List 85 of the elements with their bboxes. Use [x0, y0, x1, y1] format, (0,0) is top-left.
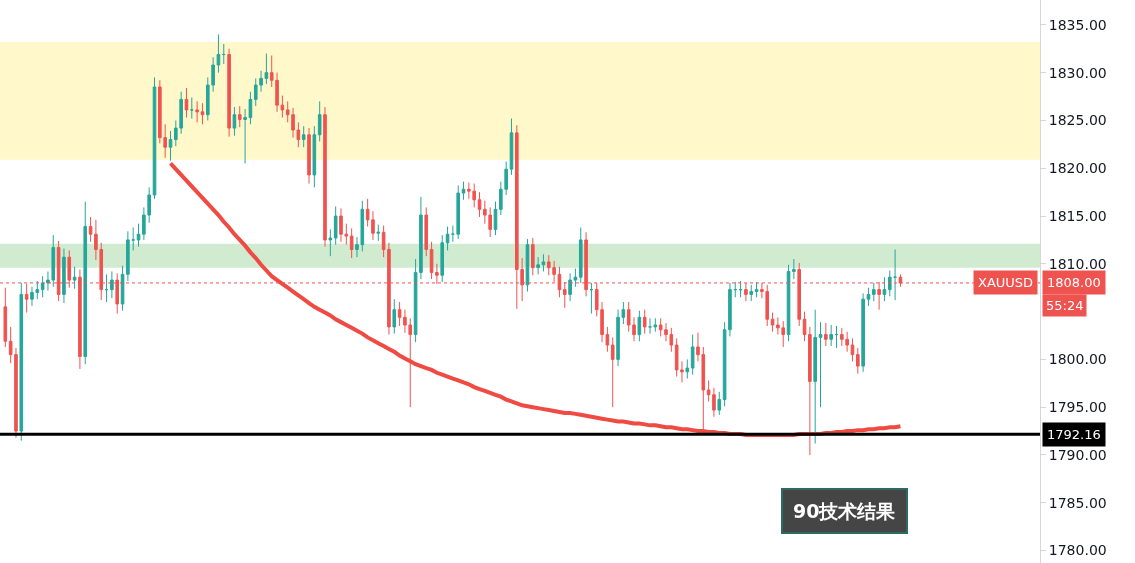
candlestick: [451, 225, 455, 243]
candlestick: [317, 100, 322, 142]
candlestick: [866, 287, 871, 307]
text: XAUUSD: [978, 275, 1034, 290]
y-tick-label: 1835.00: [1048, 16, 1107, 33]
candlestick: [376, 224, 381, 242]
candlestick: [349, 227, 354, 259]
y-tick-label: 1825.00: [1048, 112, 1107, 129]
candlestick: [477, 191, 482, 218]
y-tick-label: 1830.00: [1048, 64, 1107, 81]
candlestick: [307, 127, 311, 185]
candlestick: [445, 226, 450, 251]
candlestick: [221, 43, 226, 65]
y-tick-label: 1790.00: [1048, 446, 1107, 463]
candlestick: [424, 206, 429, 257]
candlestick: [333, 205, 338, 246]
candlestick: [749, 284, 754, 302]
candlestick: [578, 226, 583, 284]
candlestick: [589, 282, 594, 315]
y-tick-label: 1815.00: [1048, 207, 1107, 224]
candlestick: [301, 125, 306, 148]
candlestick: [717, 391, 722, 416]
candlestick: [610, 336, 615, 408]
candlestick: [190, 97, 194, 120]
candlestick: [509, 118, 514, 176]
candlestick: [754, 281, 759, 298]
candlestick: [392, 298, 397, 335]
candlestick: [461, 181, 466, 201]
candlestick: [440, 234, 445, 283]
candlestick: [541, 253, 546, 272]
y-tick-label: 1795.00: [1048, 399, 1107, 416]
candlestick: [733, 281, 738, 298]
candlestick: [83, 201, 88, 365]
candlestick: [856, 347, 860, 375]
candlestick: [738, 280, 743, 298]
candlestick: [3, 287, 8, 348]
candlestick: [72, 266, 77, 290]
candlestick: [131, 226, 136, 251]
candlestick: [227, 48, 231, 138]
candlestick: [493, 201, 498, 236]
candlestick: [323, 106, 327, 248]
candlestick: [882, 276, 887, 302]
candlestick: [328, 228, 333, 257]
candlestick: [808, 326, 812, 456]
candlestick: [637, 310, 642, 342]
candlestick: [40, 275, 45, 298]
y-tick-label: 1785.00: [1048, 494, 1107, 511]
candlestick: [62, 248, 66, 304]
y-tick-label: 1800.00: [1048, 351, 1107, 368]
candlestick: [456, 184, 461, 240]
ref-line-label: 1808.00: [1047, 275, 1101, 290]
candlestick: [237, 105, 242, 128]
candlestick: [834, 325, 839, 349]
candlestick: [168, 130, 173, 162]
annotation: 90技术结果: [793, 500, 897, 522]
candlestick: [824, 322, 828, 347]
candlestick: [690, 334, 695, 376]
candlestick: [110, 270, 114, 299]
y-tick-label: 1820.00: [1048, 160, 1107, 177]
candlestick: [850, 337, 855, 362]
candlestick: [813, 309, 817, 445]
text: 55:24: [1046, 298, 1084, 313]
candlestick: [195, 100, 199, 123]
candlestick: [861, 292, 865, 373]
candlestick: [871, 282, 876, 302]
candlestick: [818, 321, 823, 408]
candlestick: [104, 273, 109, 303]
candlestick: [648, 317, 652, 335]
candlestick: [184, 87, 189, 119]
candlestick: [802, 311, 807, 342]
candlestick: [531, 237, 535, 276]
candlestick: [893, 248, 897, 301]
candlestick: [200, 102, 205, 125]
candlestick: [642, 309, 647, 335]
candlestick: [536, 256, 540, 275]
candlestick: [653, 317, 658, 333]
candlestick: [685, 358, 690, 380]
ref-line-label: 1792.16: [1047, 427, 1101, 442]
y-tick-label: 1780.00: [1048, 542, 1107, 559]
candlestick: [312, 125, 317, 188]
candlestick: [232, 106, 237, 137]
candlestick: [829, 324, 833, 347]
candlestick: [19, 282, 24, 442]
candlestick: [136, 223, 141, 248]
y-tick-label: 1810.00: [1048, 255, 1107, 272]
